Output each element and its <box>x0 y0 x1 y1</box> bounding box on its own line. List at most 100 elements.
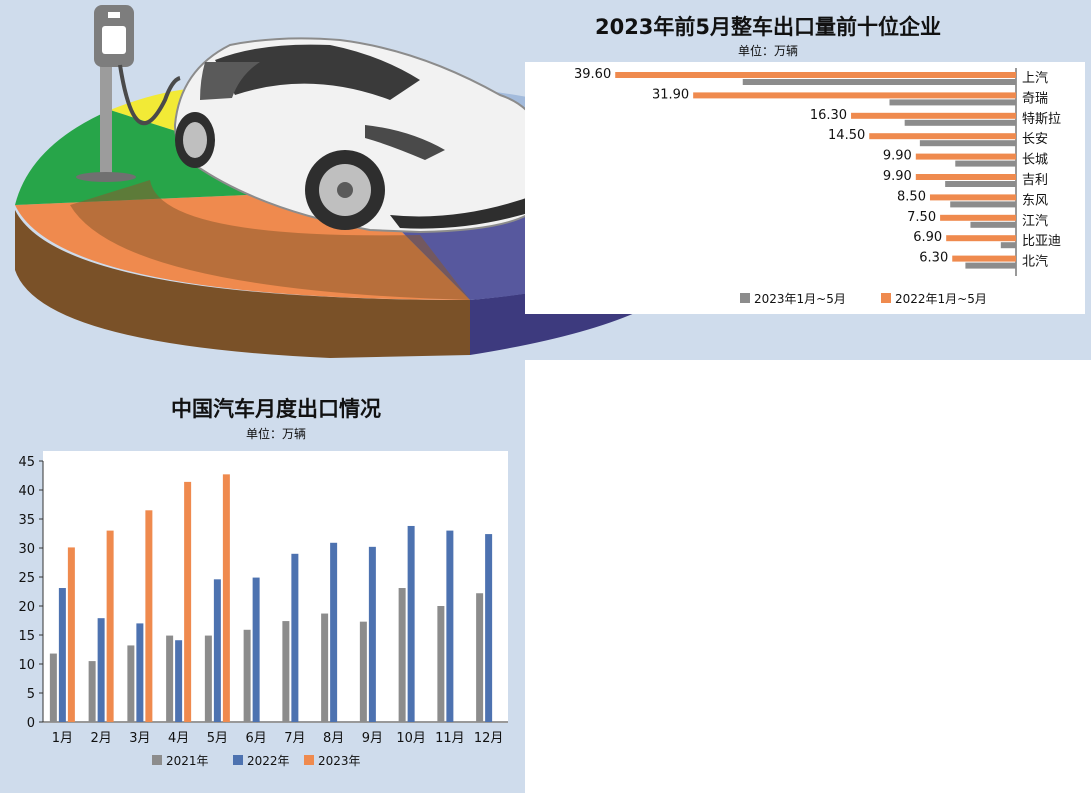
bar-2022年-6月 <box>252 577 260 722</box>
bar-2021年-2月 <box>88 661 96 722</box>
bar-2022-长城 <box>915 153 1016 160</box>
chart1-legend: 2023年1月~5月 2022年1月~5月 <box>740 292 987 306</box>
x-tick-label-2月: 2月 <box>90 731 111 746</box>
y-tick-label-15: 15 <box>18 629 35 644</box>
legend-swatch-2023 <box>304 755 314 765</box>
bar-2022年-3月 <box>136 623 144 722</box>
pie-center-brown <box>70 180 470 300</box>
chart1-title: 2023年前5月整车出口量前十位企业 <box>595 15 941 39</box>
x-tick-label-11月: 11月 <box>435 731 465 746</box>
bar-2022年-12月 <box>485 534 493 722</box>
category-label-特斯拉: 特斯拉 <box>1022 112 1061 127</box>
bar-2022-吉利 <box>915 174 1016 180</box>
data-label-奇瑞: 31.90 <box>652 87 689 102</box>
bar-2022-上汽 <box>615 72 1016 78</box>
bar-2023年-1月 <box>67 547 75 722</box>
chart2-legend: 2021年 2022年 2023年 <box>152 754 361 768</box>
y-tick-label-40: 40 <box>18 484 35 499</box>
x-tick-label-8月: 8月 <box>323 731 344 746</box>
bar-2023-北汽 <box>965 262 1016 269</box>
bar-2022年-11月 <box>446 530 454 722</box>
legend-swatch-2022 <box>881 293 891 303</box>
x-tick-label-7月: 7月 <box>284 731 305 746</box>
x-tick-label-3月: 3月 <box>129 731 150 746</box>
data-label-长城: 9.90 <box>883 149 912 164</box>
legend-label-2023: 2023年1月~5月 <box>754 292 846 306</box>
data-label-北汽: 6.30 <box>919 251 948 266</box>
bar-2021年-3月 <box>127 645 135 722</box>
top-ten-exporters-chart: 2023年前5月整车出口量前十位企业 单位：万辆 39.60 上汽 31.90 奇瑞 1… <box>525 15 1085 314</box>
legend-label-2023: 2023年 <box>318 754 361 768</box>
bar-2022年-8月 <box>330 542 338 722</box>
bar-2022-北汽 <box>952 255 1016 262</box>
monthly-exports-chart: 中国汽车月度出口情况 单位：万辆 0 5 10 15 20 25 30 35 40 45 1月 2月… <box>18 397 508 768</box>
legend-swatch-2021 <box>152 755 162 765</box>
x-tick-label-5月: 5月 <box>207 731 228 746</box>
bar-2023-长安 <box>919 140 1016 147</box>
bar-2022年-4月 <box>175 640 183 722</box>
bar-2023-江汽 <box>970 221 1016 228</box>
bar-2021年-11月 <box>437 606 445 722</box>
bar-2022年-9月 <box>368 546 376 722</box>
data-label-长安: 14.50 <box>828 128 865 143</box>
category-label-长城: 长城 <box>1022 153 1048 168</box>
bar-2021年-7月 <box>282 621 290 722</box>
bar-2022年-1月 <box>58 588 66 722</box>
y-tick-label-35: 35 <box>18 513 35 528</box>
x-tick-label-6月: 6月 <box>245 731 266 746</box>
bar-2021年-8月 <box>321 613 329 722</box>
x-tick-label-12月: 12月 <box>474 731 504 746</box>
y-tick-label-30: 30 <box>18 542 35 557</box>
bar-2021年-9月 <box>359 621 367 722</box>
category-label-奇瑞: 奇瑞 <box>1022 90 1048 106</box>
bar-2021年-4月 <box>166 635 174 722</box>
bar-2023-吉利 <box>945 181 1016 187</box>
bar-2021年-10月 <box>398 588 406 722</box>
x-tick-label-10月: 10月 <box>396 731 426 746</box>
x-tick-label-9月: 9月 <box>362 731 383 746</box>
legend-label-2021: 2021年 <box>166 754 209 768</box>
bar-2023年-2月 <box>106 530 114 722</box>
bar-2021年-1月 <box>49 653 57 722</box>
bar-2022年-2月 <box>97 618 105 722</box>
bar-2022年-5月 <box>213 579 221 722</box>
bar-2022-特斯拉 <box>851 112 1016 119</box>
legend-label-2022: 2022年 <box>247 754 290 768</box>
y-tick-label-45: 45 <box>18 455 35 470</box>
category-label-上汽: 上汽 <box>1022 71 1048 86</box>
data-label-上汽: 39.60 <box>574 67 611 82</box>
pie-side-brown <box>15 210 470 358</box>
chart2-plot-area <box>43 451 508 723</box>
bar-2023-长城 <box>955 160 1016 167</box>
chart1-subtitle: 单位：万辆 <box>738 43 798 58</box>
bar-2023-特斯拉 <box>904 119 1016 126</box>
bar-2021年-6月 <box>243 629 251 722</box>
legend-label-2022: 2022年1月~5月 <box>895 292 987 306</box>
data-label-比亚迪: 6.90 <box>913 230 942 245</box>
bar-2023-奇瑞 <box>889 99 1016 106</box>
data-label-吉利: 9.90 <box>883 169 912 184</box>
chart2-title: 中国汽车月度出口情况 <box>171 397 381 421</box>
category-label-比亚迪: 比亚迪 <box>1022 234 1061 249</box>
x-tick-label-4月: 4月 <box>168 731 189 746</box>
category-label-长安: 长安 <box>1022 132 1048 147</box>
y-tick-label-10: 10 <box>18 658 35 673</box>
data-label-特斯拉: 16.30 <box>810 108 847 123</box>
category-label-江汽: 江汽 <box>1022 214 1048 229</box>
y-tick-label-20: 20 <box>18 600 35 615</box>
legend-swatch-2022 <box>233 755 243 765</box>
y-tick-label-5: 5 <box>27 687 35 702</box>
bar-2021年-5月 <box>204 635 212 722</box>
charging-station-icon <box>76 5 181 182</box>
bar-2023年-4月 <box>184 481 192 722</box>
category-label-吉利: 吉利 <box>1022 173 1048 188</box>
bar-2022-江汽 <box>940 214 1016 221</box>
category-label-东风: 东风 <box>1022 193 1048 208</box>
pie-side-purple <box>470 195 705 355</box>
y-tick-label-0: 0 <box>27 716 35 731</box>
x-tick-label-1月: 1月 <box>52 731 73 746</box>
bar-2023年-5月 <box>222 474 230 722</box>
bar-2023年-3月 <box>145 510 153 722</box>
legend-swatch-2023 <box>740 293 750 303</box>
